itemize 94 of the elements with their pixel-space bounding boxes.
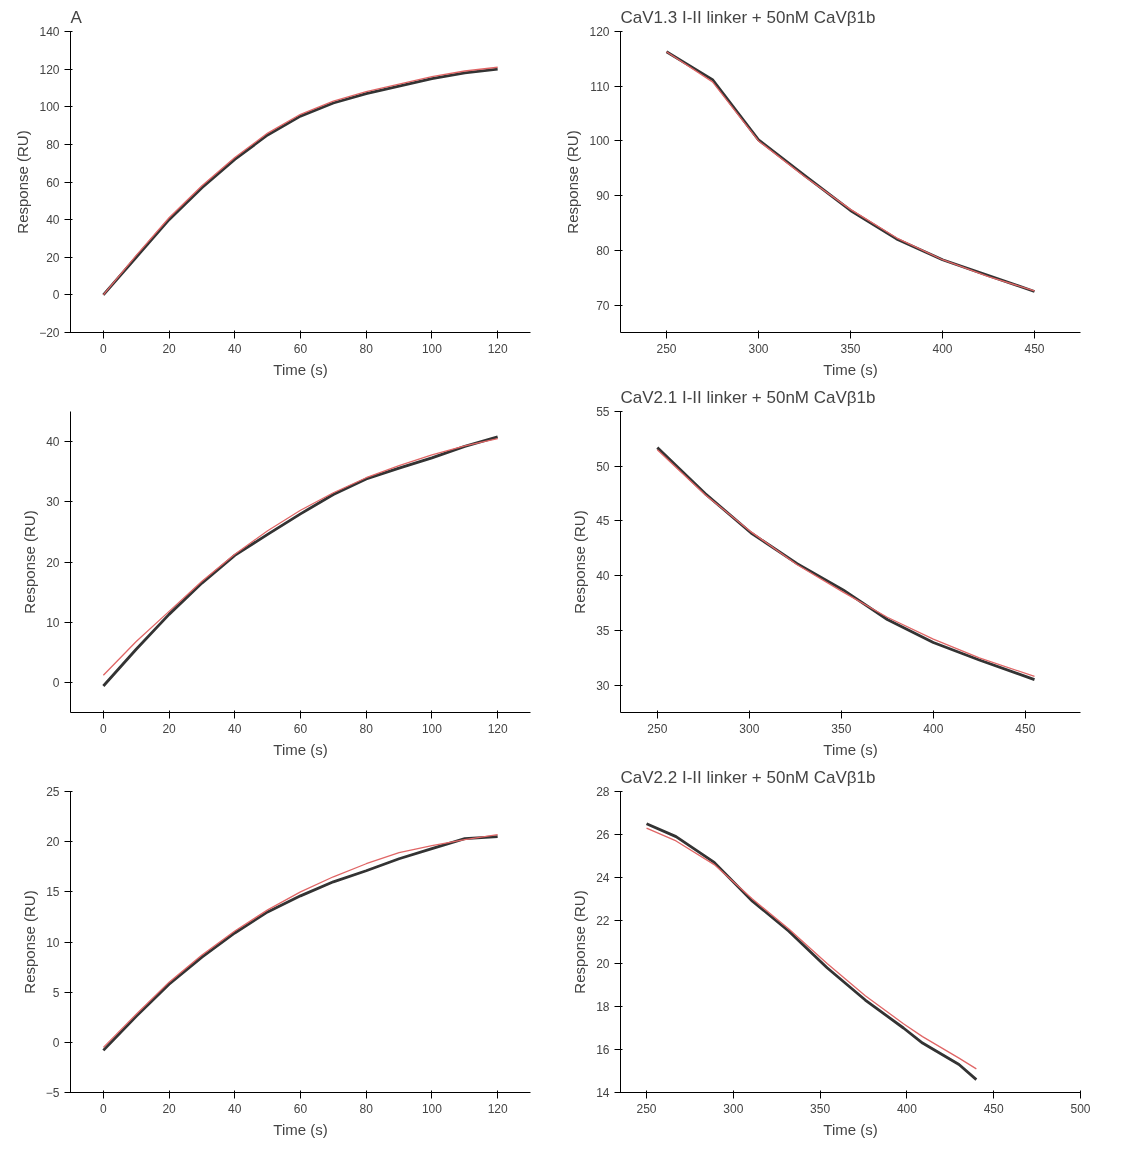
x-tick-label: 400 [896, 1101, 918, 1116]
y-tick-label: 90 [596, 189, 610, 204]
y-tick-label: 26 [596, 828, 610, 842]
x-axis-title: Time (s) [823, 1120, 878, 1138]
chart-title: CaV1.3 I-II linker + 50nM CaVβ1b [620, 7, 876, 27]
y-tick-label: 120 [39, 62, 60, 77]
y-tick-label: 24 [596, 871, 610, 885]
y-axis-title: Response (RU) [564, 130, 582, 234]
x-axis-title: Time (s) [273, 1120, 328, 1138]
x-tick-label: 20 [162, 341, 177, 356]
x-tick-label: 100 [421, 1101, 443, 1116]
y-tick-label: 10 [46, 935, 60, 950]
y-tick-label: 30 [596, 678, 610, 693]
y-tick-label: 110 [590, 79, 610, 94]
y-tick-label: 25 [46, 785, 60, 799]
chart-title: A [70, 7, 83, 27]
x-tick-label: 0 [100, 1101, 108, 1116]
y-tick-label: 5 [52, 985, 60, 1000]
chart-title: CaV2.2 I-II linker + 50nM CaVβ1b [620, 767, 876, 787]
y-tick-label: 0 [52, 1035, 60, 1050]
y-tick-label: 0 [52, 288, 60, 303]
x-tick-label: 40 [228, 341, 242, 356]
y-axis-title: Response (RU) [571, 510, 589, 614]
x-tick-label: 300 [723, 1101, 744, 1116]
y-tick-label: 40 [46, 213, 60, 228]
x-tick-label: 60 [293, 721, 308, 736]
x-tick-label: 400 [923, 721, 944, 736]
y-tick-label: 100 [39, 100, 60, 115]
y-tick-label: 20 [46, 835, 60, 850]
chart-title: CaV2.1 I-II linker + 50nM CaVβ1b [620, 387, 876, 407]
x-axis-title: Time (s) [273, 360, 328, 378]
y-axis-title: Response (RU) [14, 130, 32, 234]
y-tick-label: 60 [46, 175, 60, 190]
y-tick-label: 100 [589, 134, 610, 149]
x-tick-label: 20 [162, 1101, 177, 1116]
x-axis-title: Time (s) [273, 740, 328, 758]
x-tick-label: 0 [100, 341, 108, 356]
y-axis-title: Response (RU) [571, 890, 589, 994]
y-tick-label: 10 [46, 615, 60, 630]
x-tick-label: 60 [293, 341, 308, 356]
x-tick-label: 250 [656, 341, 677, 356]
y-tick-label: 120 [589, 25, 610, 39]
x-tick-label: 120 [487, 721, 508, 736]
y-tick-label: 16 [596, 1043, 610, 1057]
y-tick-label: 14 [596, 1086, 610, 1100]
x-tick-label: 350 [840, 341, 861, 356]
x-tick-label: 450 [1024, 341, 1045, 356]
x-tick-label: 120 [487, 341, 508, 356]
x-tick-label: 300 [748, 341, 769, 356]
x-tick-label: 350 [831, 721, 852, 736]
y-tick-label: 28 [596, 785, 610, 799]
x-tick-label: 100 [421, 721, 443, 736]
x-axis-title: Time (s) [823, 740, 878, 758]
x-tick-label: 20 [162, 721, 177, 736]
y-tick-label: 20 [46, 555, 60, 570]
x-tick-label: 40 [228, 1101, 242, 1116]
y-axis-title: Response (RU) [20, 890, 38, 994]
y-tick-label: 80 [596, 243, 610, 258]
y-tick-label: 80 [46, 137, 60, 152]
x-tick-label: 80 [359, 1101, 374, 1116]
y-tick-label: 20 [596, 957, 610, 971]
x-tick-label: 100 [421, 341, 443, 356]
x-tick-label: 40 [228, 721, 242, 736]
y-tick-label: 30 [46, 495, 60, 510]
y-tick-label: −20 [39, 326, 60, 340]
x-tick-label: 500 [1070, 1101, 1091, 1116]
x-tick-label: 250 [647, 721, 668, 736]
x-tick-label: 250 [636, 1101, 657, 1116]
y-axis-title: Response (RU) [21, 510, 39, 614]
x-tick-label: 450 [1015, 721, 1036, 736]
y-tick-label: 140 [39, 25, 60, 39]
x-tick-label: 400 [932, 341, 953, 356]
y-tick-label: −5 [45, 1086, 60, 1100]
x-tick-label: 80 [359, 721, 374, 736]
x-tick-label: 80 [359, 341, 374, 356]
x-tick-label: 350 [810, 1101, 831, 1116]
y-tick-label: 15 [46, 885, 60, 900]
y-tick-label: 40 [596, 569, 610, 584]
y-tick-label: 22 [596, 914, 610, 928]
y-tick-label: 70 [596, 298, 610, 313]
y-tick-label: 35 [596, 623, 610, 638]
x-tick-label: 120 [487, 1101, 508, 1116]
x-tick-label: 60 [293, 1101, 308, 1116]
x-tick-label: 450 [983, 1101, 1005, 1116]
x-tick-label: 300 [739, 721, 760, 736]
y-tick-label: 50 [596, 459, 610, 474]
y-tick-label: 45 [596, 514, 610, 529]
y-tick-label: 20 [46, 250, 60, 265]
x-axis-title: Time (s) [823, 360, 878, 378]
x-tick-label: 0 [100, 721, 108, 736]
y-tick-label: 40 [46, 435, 60, 450]
y-tick-label: 0 [52, 675, 60, 690]
y-tick-label: 55 [596, 405, 610, 419]
y-tick-label: 18 [596, 1000, 610, 1014]
